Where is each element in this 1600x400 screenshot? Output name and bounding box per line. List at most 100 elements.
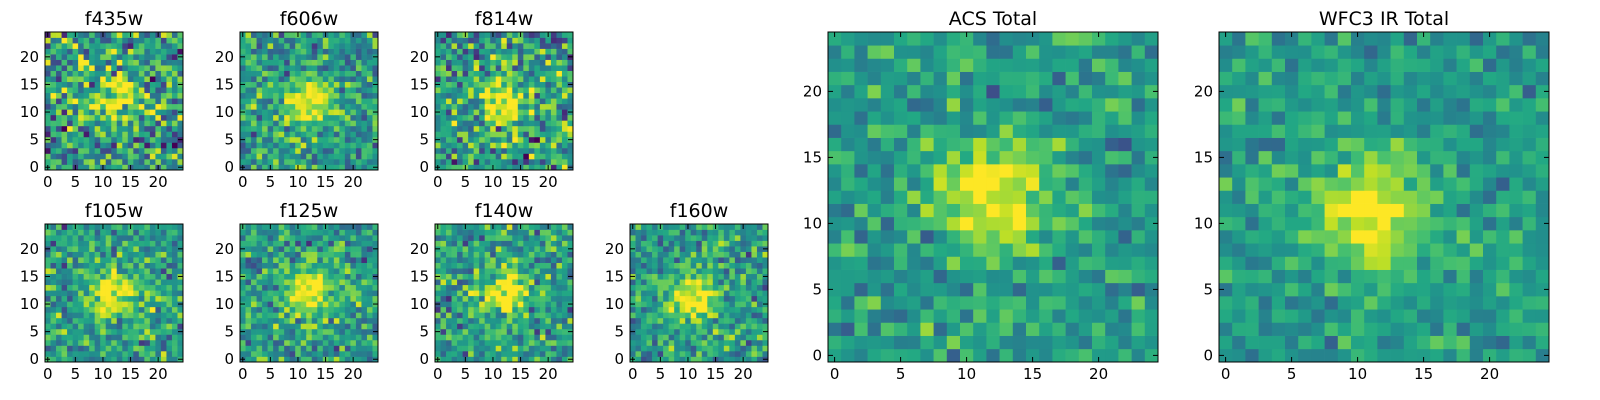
heatmap-cell [512, 306, 519, 313]
heatmap-cell [267, 262, 274, 269]
heatmap-cell [495, 235, 502, 241]
heatmap-cell [462, 350, 469, 357]
heatmap-cell [138, 306, 145, 313]
heatmap-cell [745, 301, 752, 308]
heatmap-cell [567, 158, 574, 165]
heatmap-cell [986, 256, 1000, 270]
heatmap-cell [333, 328, 340, 335]
heatmap-cell [366, 92, 373, 99]
heatmap-cell [273, 301, 279, 308]
heatmap-cell [657, 339, 664, 346]
heatmap-cell [350, 48, 357, 55]
heatmap-cell [317, 306, 324, 313]
heatmap-cell [479, 131, 486, 138]
heatmap-cell [127, 54, 134, 60]
heatmap-cell [745, 350, 752, 357]
heatmap-cell [440, 246, 447, 252]
heatmap-cell [523, 301, 530, 308]
heatmap-cell [973, 243, 987, 257]
heatmap-cell [630, 295, 636, 302]
heatmap-cell [295, 240, 302, 247]
heatmap-cell [317, 32, 324, 38]
heatmap-cell [435, 262, 441, 269]
y-tick-label: 5 [419, 323, 429, 341]
heatmap-cell [484, 306, 491, 313]
heatmap-cell [523, 240, 530, 247]
heatmap-cell [712, 279, 719, 286]
heatmap-cell [468, 131, 474, 138]
heatmap-cell [89, 240, 96, 247]
heatmap-cell [734, 290, 741, 297]
heatmap-cell [506, 306, 513, 313]
heatmap-cell [100, 48, 107, 55]
heatmap-cell [160, 229, 167, 236]
heatmap-cell [105, 147, 112, 154]
heatmap-cell [144, 317, 151, 324]
heatmap-cell [116, 257, 123, 263]
heatmap-cell [355, 142, 362, 149]
heatmap-cell [468, 235, 474, 241]
heatmap-cell [127, 295, 134, 302]
heatmap-cell [267, 120, 274, 127]
heatmap-cells [630, 224, 769, 363]
heatmap-cell [171, 109, 178, 116]
heatmap-cell [355, 54, 362, 60]
heatmap-cell [712, 295, 719, 302]
heatmap-cell [372, 224, 379, 230]
heatmap-cell [517, 87, 524, 94]
x-tick-label: 15 [316, 173, 335, 191]
heatmap-cell [718, 345, 725, 352]
heatmap-cell [355, 284, 362, 291]
heatmap-cell [116, 37, 123, 44]
heatmap-cell [322, 284, 329, 291]
heatmap-cell [262, 323, 268, 330]
heatmap-cell [740, 229, 747, 236]
heatmap-cell [144, 306, 151, 313]
heatmap-cell [457, 59, 463, 66]
heatmap-cell [295, 125, 302, 132]
heatmap-cell [317, 284, 324, 291]
heatmap-cell [333, 114, 340, 121]
heatmap-cell [94, 323, 101, 330]
heatmap-cell [946, 335, 961, 350]
heatmap-cell [707, 295, 714, 302]
heatmap-cell [495, 334, 502, 341]
heatmap-cell [273, 70, 279, 77]
heatmap-cell [267, 284, 274, 291]
heatmap-cell [718, 295, 725, 302]
heatmap-cell [295, 158, 302, 165]
heatmap-cell [1144, 203, 1159, 218]
heatmap-cell [273, 240, 279, 247]
heatmap-cell [166, 37, 173, 44]
heatmap-cell [468, 345, 474, 352]
heatmap-cell [105, 279, 112, 286]
heatmap-cell [89, 334, 96, 341]
heatmap-cell [127, 312, 134, 319]
heatmap-cell [657, 229, 664, 236]
heatmap-cell [56, 136, 62, 143]
heatmap-cell [501, 334, 508, 341]
heatmap-cell [440, 65, 447, 71]
heatmap-cell [561, 109, 568, 116]
heatmap-cell [501, 290, 508, 297]
heatmap-cell [712, 323, 719, 330]
heatmap-cell [67, 328, 73, 335]
heatmap-cell [311, 235, 318, 241]
heatmap-cell [317, 328, 324, 335]
heatmap-cell [273, 328, 279, 335]
heatmap-cell [740, 246, 747, 252]
heatmap-cell [685, 350, 692, 357]
heatmap-cell [756, 301, 763, 308]
heatmap-cell [171, 103, 178, 110]
heatmap-cell [300, 317, 307, 324]
heatmap-cell [278, 328, 285, 335]
heatmap-cell [256, 257, 263, 263]
heatmap-cell [160, 147, 167, 154]
heatmap-cell [361, 92, 368, 99]
heatmap-cell [138, 43, 145, 49]
heatmap-cell [155, 65, 162, 71]
heatmap-cell [490, 339, 497, 346]
heatmap-cell [361, 43, 368, 49]
heatmap-cell [89, 257, 96, 263]
heatmap-cell [880, 203, 895, 218]
